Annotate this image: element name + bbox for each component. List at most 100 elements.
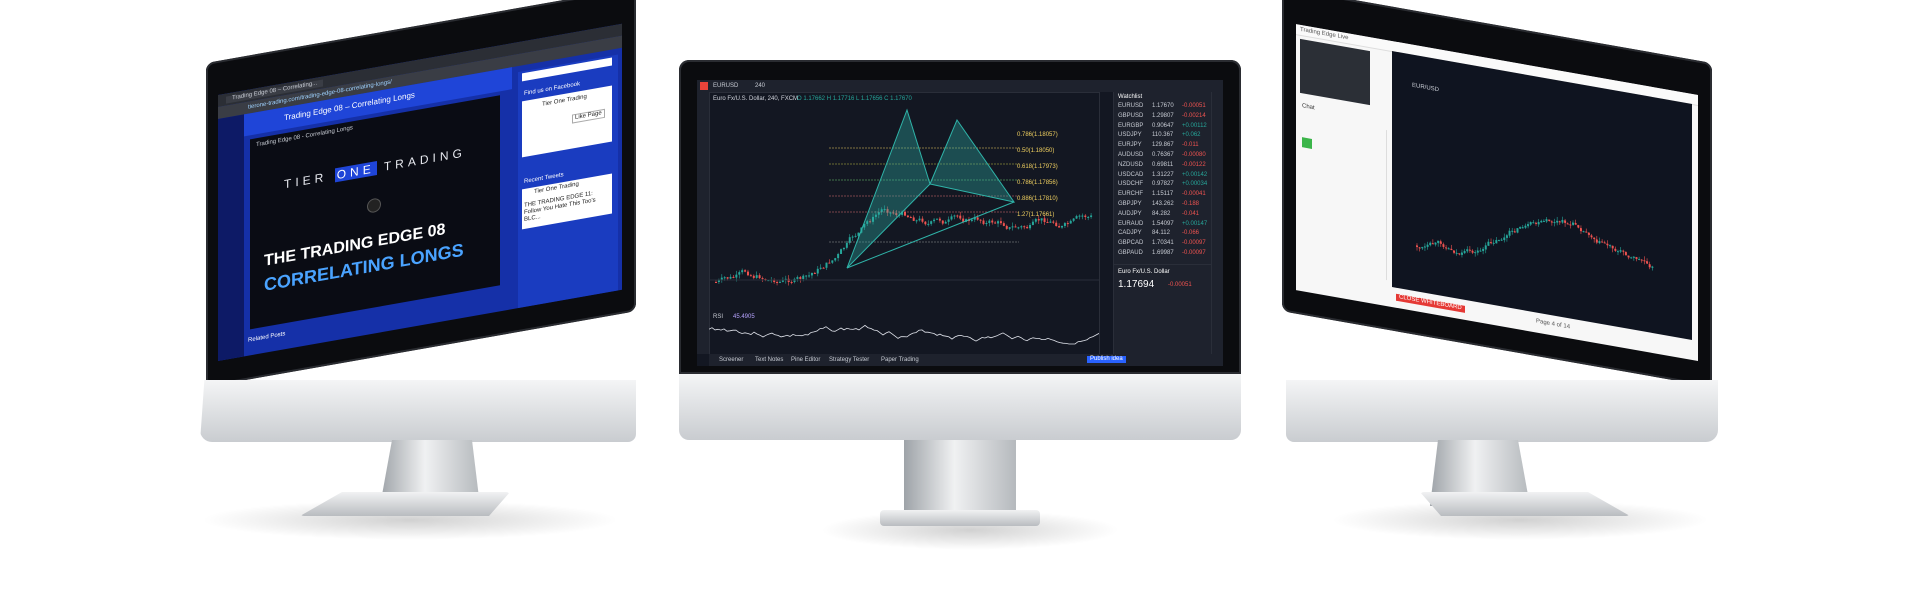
candle-body [778,281,781,283]
candle-body [1553,221,1556,224]
drawing-toolbar [697,92,710,354]
candle-body [1445,247,1448,249]
publish-idea-button[interactable]: Publish idea [1087,356,1126,363]
candle-body [1516,227,1519,233]
candle-body [758,275,761,279]
facebook-page-name[interactable]: Tier One Trading [542,93,587,108]
candle-body [1497,239,1500,242]
candle-body [1426,244,1429,248]
watchlist-row[interactable]: CADJPY 84.112 -0.066 [1114,229,1212,238]
candle-body [1632,256,1635,259]
tab-screener[interactable]: Screener [719,357,744,363]
candle-body [930,221,933,224]
candle-body [982,220,985,224]
watchlist-last: 84.112 [1152,230,1170,237]
brand-left: TIER [284,169,328,192]
facebook-like-button[interactable]: Like Page [572,108,605,124]
candle-body [1595,239,1598,243]
candle-body [883,209,886,211]
watchlist-row[interactable]: USDCAD 1.31227 +0.00142 [1114,171,1212,180]
watchlist-row[interactable]: USDCHF 0.97827 +0.00034 [1114,180,1212,189]
watchlist-row[interactable]: EURUSD 1.17670 -0.00051 [1114,102,1212,111]
harmonic-pattern-right [929,118,1016,203]
candle-body [1055,222,1058,227]
watchlist-row[interactable]: AUDJPY 84.282 -0.041 [1114,210,1212,219]
fib-label-list: 0.786(1.18057) 0.50(1.18050) 0.618(1.17973… [1017,132,1097,242]
candle-body [720,277,723,281]
watchlist-row[interactable]: EURAUD 1.54097 +0.00147 [1114,220,1212,229]
watchlist-row[interactable]: GBPCAD 1.70341 -0.00097 [1114,239,1212,248]
watchlist-row[interactable]: GBPJPY 143.262 -0.188 [1114,200,1212,209]
candle-body [877,212,880,215]
tab-strategy-tester[interactable]: Strategy Tester [829,357,870,363]
candle-body [1519,226,1522,229]
watchlist-row[interactable]: EURGBP 0.90647 +0.00112 [1114,122,1212,131]
candle-body [1627,255,1630,258]
candle-body [1476,250,1479,253]
candle-body [1513,231,1516,233]
watchlist-row[interactable]: USDJPY 110.367 +0.062 [1114,131,1212,140]
candle-body [906,215,909,218]
candle-body [738,272,741,275]
candle-body [1429,242,1432,246]
watchlist-row[interactable]: EURJPY 129.867 -0.011 [1114,141,1212,150]
video-player[interactable]: Trading Edge 08 - Correlating Longs TIER… [250,95,500,330]
symbol-field[interactable]: EURUSD [713,83,739,89]
watchlist-row[interactable]: EURCHF 1.15117 -0.00041 [1114,190,1212,199]
candle-body [1434,242,1437,245]
interval-selector[interactable]: 240 [755,83,766,89]
candle-body [1572,222,1575,226]
watchlist-last: 0.97827 [1152,181,1174,188]
detail-name: Euro Fx/U.S. Dollar [1118,269,1170,275]
candle-body [1503,237,1506,241]
watchlist-panel: Watchlist EURUSD 1.17670 -0.00051 GBPUSD 1.2… [1113,92,1212,354]
candle-body [773,279,776,282]
right-monitor-foot [1420,492,1630,516]
tab-pine-editor[interactable]: Pine Editor [791,357,821,363]
center-monitor-chin [679,374,1241,440]
watchlist-row[interactable]: NZDUSD 0.69811 -0.00122 [1114,161,1212,170]
candle-body [1622,250,1625,252]
candle-body [1643,260,1646,262]
candle-body [1577,224,1580,228]
watchlist-symbol: EURCHF [1118,191,1143,198]
candle-body [732,276,735,278]
candle-body [828,262,831,264]
candle-body [749,275,752,277]
candle-body [1609,244,1612,247]
watchlist-symbol: NZDUSD [1118,161,1143,168]
left-monitor-foot [300,492,510,516]
candle-body [924,221,927,225]
candle-body [1431,243,1434,245]
candle-body [741,270,744,273]
watchlist-change: -0.00080 [1182,152,1206,158]
candle-body [1579,227,1582,232]
candle-body [973,217,976,220]
candle-body [746,271,749,276]
candle-body [1593,237,1596,240]
watchlist-change: -0.188 [1182,201,1200,207]
candle-body [1646,260,1649,264]
play-icon[interactable] [368,198,380,213]
watchlist-symbol: AUDJPY [1118,210,1142,217]
watchlist-row[interactable]: GBPUSD 1.29807 -0.00214 [1114,112,1212,121]
candle-body [1603,242,1606,244]
candle-body [1084,215,1087,217]
watchlist-row[interactable]: AUDUSD 0.76367 -0.00080 [1114,151,1212,160]
candle-body [805,275,808,277]
candle-body [857,232,860,236]
facebook-card: Tier One Trading Like Page [522,85,612,158]
tab-paper-trading[interactable]: Paper Trading [881,357,919,363]
tab-text-notes[interactable]: Text Notes [755,357,784,363]
candle-body [889,212,892,214]
candle-body [962,218,965,222]
watchlist-row[interactable]: GBPAUD 1.69987 -0.00097 [1114,249,1212,258]
price-chart[interactable] [709,92,1099,312]
candle-body [781,280,784,282]
candle-body [822,267,825,269]
candle-body [790,282,793,283]
brand-right: TRADING [383,145,466,174]
candle-body [842,247,845,250]
watchlist-header: Watchlist [1118,94,1143,100]
candle-body [874,214,877,217]
